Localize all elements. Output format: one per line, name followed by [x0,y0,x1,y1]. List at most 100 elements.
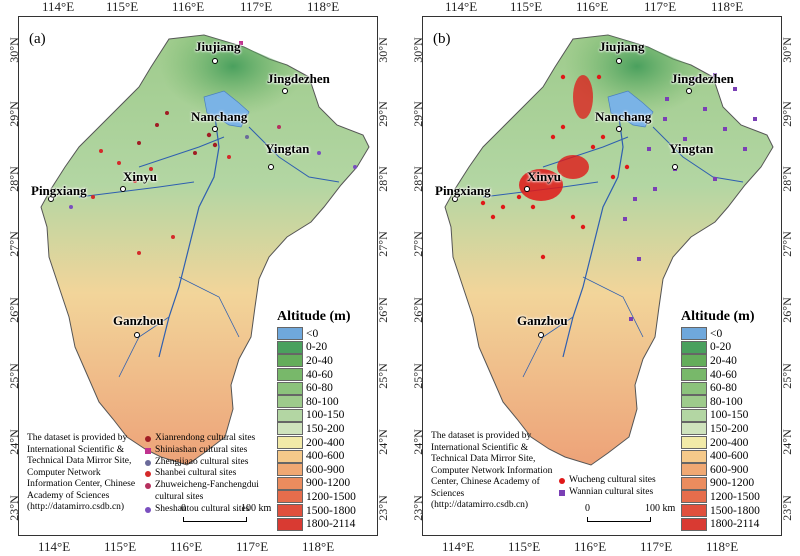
legend-swatch [681,368,707,382]
lat-tick: 25°N [779,363,794,389]
lon-tick: 115°E [510,0,543,14]
site-point [99,149,103,153]
lat-tick: 27°N [779,231,794,257]
legend-swatch [681,327,707,341]
lat-tick: 26°N [375,297,390,323]
legend-label: 200-400 [710,436,749,449]
square-icon [145,447,151,454]
legend-row: 0-20 [277,340,373,355]
dot-icon [145,506,151,513]
legend-swatch [681,408,707,422]
legend-row: 1500-1800 [277,504,373,518]
legend-label: 40-60 [710,368,737,381]
site-point [137,141,141,145]
legend-swatch [277,436,303,450]
legend-swatch [681,463,707,477]
site-point [91,195,95,199]
site-legend-label: Wucheng cultural sites [569,475,656,485]
lon-tick: 118°E [711,0,744,14]
legend-label: 80-100 [710,395,743,408]
legend-title: Altitude (m) [277,309,351,324]
lat-tick: 23°N [7,495,22,521]
dot-icon [559,478,565,484]
site-point [155,123,159,127]
lon-tick: 115°E [106,0,139,14]
lat-tick: 24°N [779,429,794,455]
site-point [133,179,137,183]
site-point [353,165,357,169]
site-point [212,142,218,148]
data-credit: The dataset is provided by International… [27,433,136,512]
legend-label: 1800-2114 [306,518,356,531]
legend-row: 150-200 [681,422,777,436]
legend-swatch [681,517,707,531]
legend-label: 60-80 [710,382,737,395]
site-rows: Wucheng cultural sites Wannian cultural s… [559,475,699,499]
legend-label: 200-400 [306,436,345,449]
site-point [165,111,169,115]
city-label: Jingdezhen [671,71,734,86]
lat-tick: 28°N [375,166,390,192]
site-point [69,205,73,209]
legend-row: 40-60 [681,368,777,382]
site-legend-row: Wannian cultural sites [559,487,699,499]
site-point [277,125,281,129]
dot-icon [145,459,151,466]
lon-tick: 118°E [302,539,335,554]
legend-swatch [681,381,707,395]
site-point [227,155,231,159]
legend-row: 600-900 [681,463,777,477]
lat-tick: 23°N [411,495,426,521]
site-point [239,41,243,45]
site-legend-label: Shanbei cultural sites [155,468,237,479]
lat-tick: 26°N [411,297,426,323]
legend-label: 600-900 [710,463,749,476]
data-credit: The dataset is provided by International… [431,431,553,510]
lat-tick: 27°N [411,231,426,257]
river [582,276,644,338]
legend-label: 1200-1500 [306,490,356,503]
city-label: Yingtan [669,141,714,156]
legend-row: <0 [277,327,373,341]
lat-tick: 26°N [779,297,794,323]
lat-tick: 24°N [375,429,390,455]
lat-tick: 23°N [779,495,794,521]
square-icon [559,489,565,496]
poyang-lake [203,90,250,128]
poyang-lake [607,90,654,128]
map-frame: (b) Jiujiang Jingdezhen Nanchang Yingtan… [422,16,782,536]
city-label: Jingdezhen [267,71,330,86]
scale-distance: 100 km [645,503,676,514]
river [138,136,225,168]
legend-swatch [277,422,303,436]
river [248,126,340,183]
legend-swatch [277,381,303,395]
lat-tick: 30°N [375,37,390,63]
legend-label: 60-80 [306,382,333,395]
legend-label: 20-40 [710,354,737,367]
lat-tick: 24°N [411,429,426,455]
legend-label: 80-100 [306,395,339,408]
legend-swatch [277,408,303,422]
legend-row: 100-150 [277,408,373,423]
legend-rows: <0 0-20 20-40 40-60 60-80 80-100 100-150 150-20… [277,327,373,531]
site-point [137,251,141,255]
lat-tick: 27°N [375,231,390,257]
lat-tick: 30°N [779,37,794,63]
lon-tick: 117°E [236,539,269,554]
legend-label: 1200-1500 [710,490,760,503]
legend-swatch [277,354,303,368]
site-points [69,41,357,255]
legend-rows: <0 0-20 20-40 40-60 60-80 80-100 100-150 150-20… [681,327,777,531]
legend-swatch [277,340,303,354]
river [542,136,629,168]
lon-tick: 114°E [38,539,71,554]
scale-distance: 100 km [241,503,272,514]
lon-tick: 114°E [445,0,478,14]
lat-tick: 26°N [7,297,22,323]
legend-row: 20-40 [681,354,777,368]
legend-swatch [681,449,707,463]
site-legend-label: Wannian cultural sites [569,486,654,497]
site-point [245,135,249,139]
legend-row: 0-20 [681,340,777,355]
